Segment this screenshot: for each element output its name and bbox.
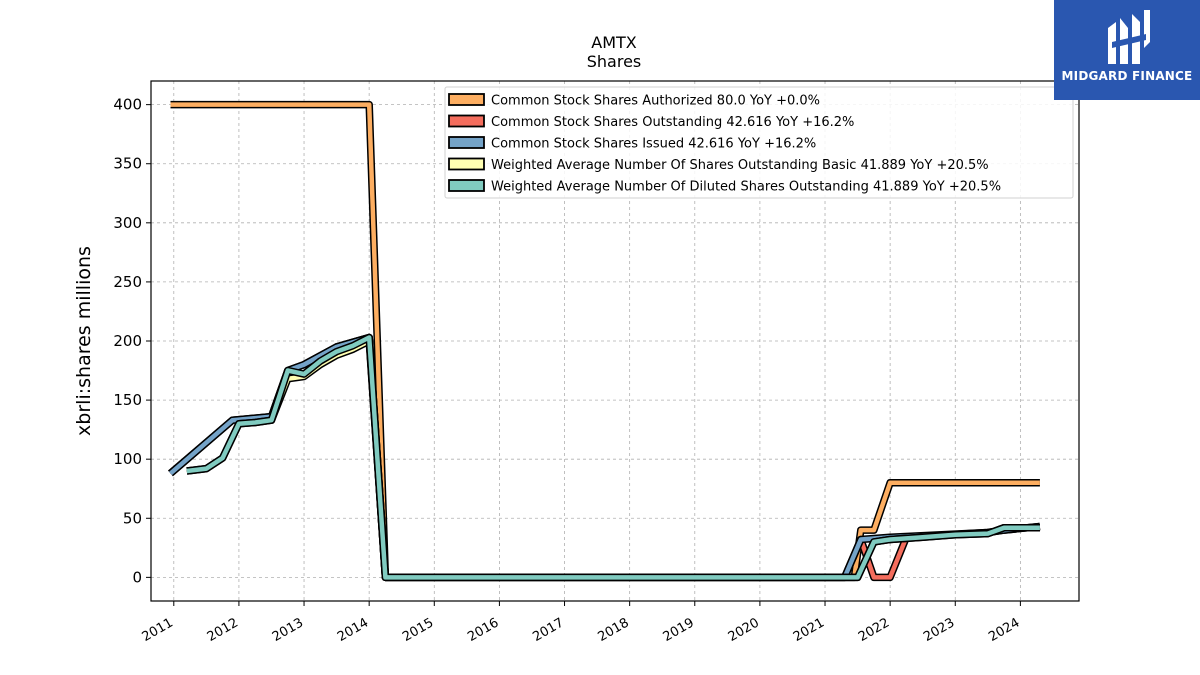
- x-axis: 2011 2012 2013 2014 2015 2016 2017 2018 2019 2020…: [140, 601, 1022, 645]
- legend[interactable]: Common Stock Shares Authorized 80.0 YoY …: [444, 86, 1074, 199]
- midgard-logo-icon: [1108, 10, 1150, 64]
- y-tick-label: 250: [113, 273, 142, 291]
- legend-swatch-3: [448, 136, 485, 149]
- x-tick-label: 2018: [595, 615, 631, 645]
- legend-swatch-4: [448, 157, 485, 171]
- legend-label-4: Weighted Average Number Of Shares Outsta…: [491, 158, 989, 173]
- legend-frame: [444, 86, 1074, 199]
- y-tick-label: 400: [113, 96, 142, 114]
- y-tick-label: 50: [123, 509, 142, 527]
- y-tick-label: 0: [132, 568, 142, 586]
- legend-swatch-2: [448, 114, 485, 128]
- logo-text: MIDGARD FINANCE: [1061, 69, 1193, 83]
- legend-label-3: Common Stock Shares Issued 42.616 YoY +1…: [491, 137, 816, 152]
- x-tick-label: 2012: [205, 615, 241, 645]
- legend-label-1: Common Stock Shares Authorized 80.0 YoY …: [491, 94, 820, 109]
- x-tick-label: 2020: [726, 615, 762, 645]
- y-tick-label: 100: [113, 450, 142, 468]
- chart-title: AMTX: [591, 33, 637, 52]
- y-tick-label: 350: [113, 155, 142, 173]
- x-tick-label: 2013: [270, 615, 306, 645]
- x-tick-label: 2024: [986, 615, 1022, 645]
- x-tick-label: 2023: [921, 615, 957, 645]
- series-outline-5: [186, 333, 1040, 582]
- y-axis-label: xbrli:shares millions: [73, 246, 95, 436]
- y-axis: 0 50 100 150 200 250 300 350 400: [113, 96, 151, 586]
- x-tick-label: 2011: [140, 615, 176, 645]
- logo: MIDGARD FINANCE: [1054, 0, 1200, 100]
- x-tick-label: 2022: [856, 615, 892, 645]
- x-tick-label: 2015: [400, 615, 436, 645]
- x-tick-label: 2014: [335, 615, 371, 645]
- legend-swatch-1: [448, 93, 485, 106]
- legend-swatch-5: [448, 179, 485, 192]
- y-tick-label: 300: [113, 214, 142, 232]
- x-tick-label: 2017: [530, 615, 566, 645]
- series-line-5: [186, 335, 1040, 580]
- legend-label-2: Common Stock Shares Outstanding 42.616 Y…: [491, 115, 854, 130]
- y-tick-label: 150: [113, 391, 142, 409]
- x-tick-label: 2021: [791, 615, 827, 645]
- x-tick-label: 2019: [661, 615, 697, 645]
- x-tick-label: 2016: [465, 615, 501, 645]
- series-layer: [168, 100, 1041, 582]
- legend-label-5: Weighted Average Number Of Diluted Share…: [491, 180, 1001, 195]
- chart-subtitle: Shares: [587, 52, 642, 71]
- y-tick-label: 200: [113, 332, 142, 350]
